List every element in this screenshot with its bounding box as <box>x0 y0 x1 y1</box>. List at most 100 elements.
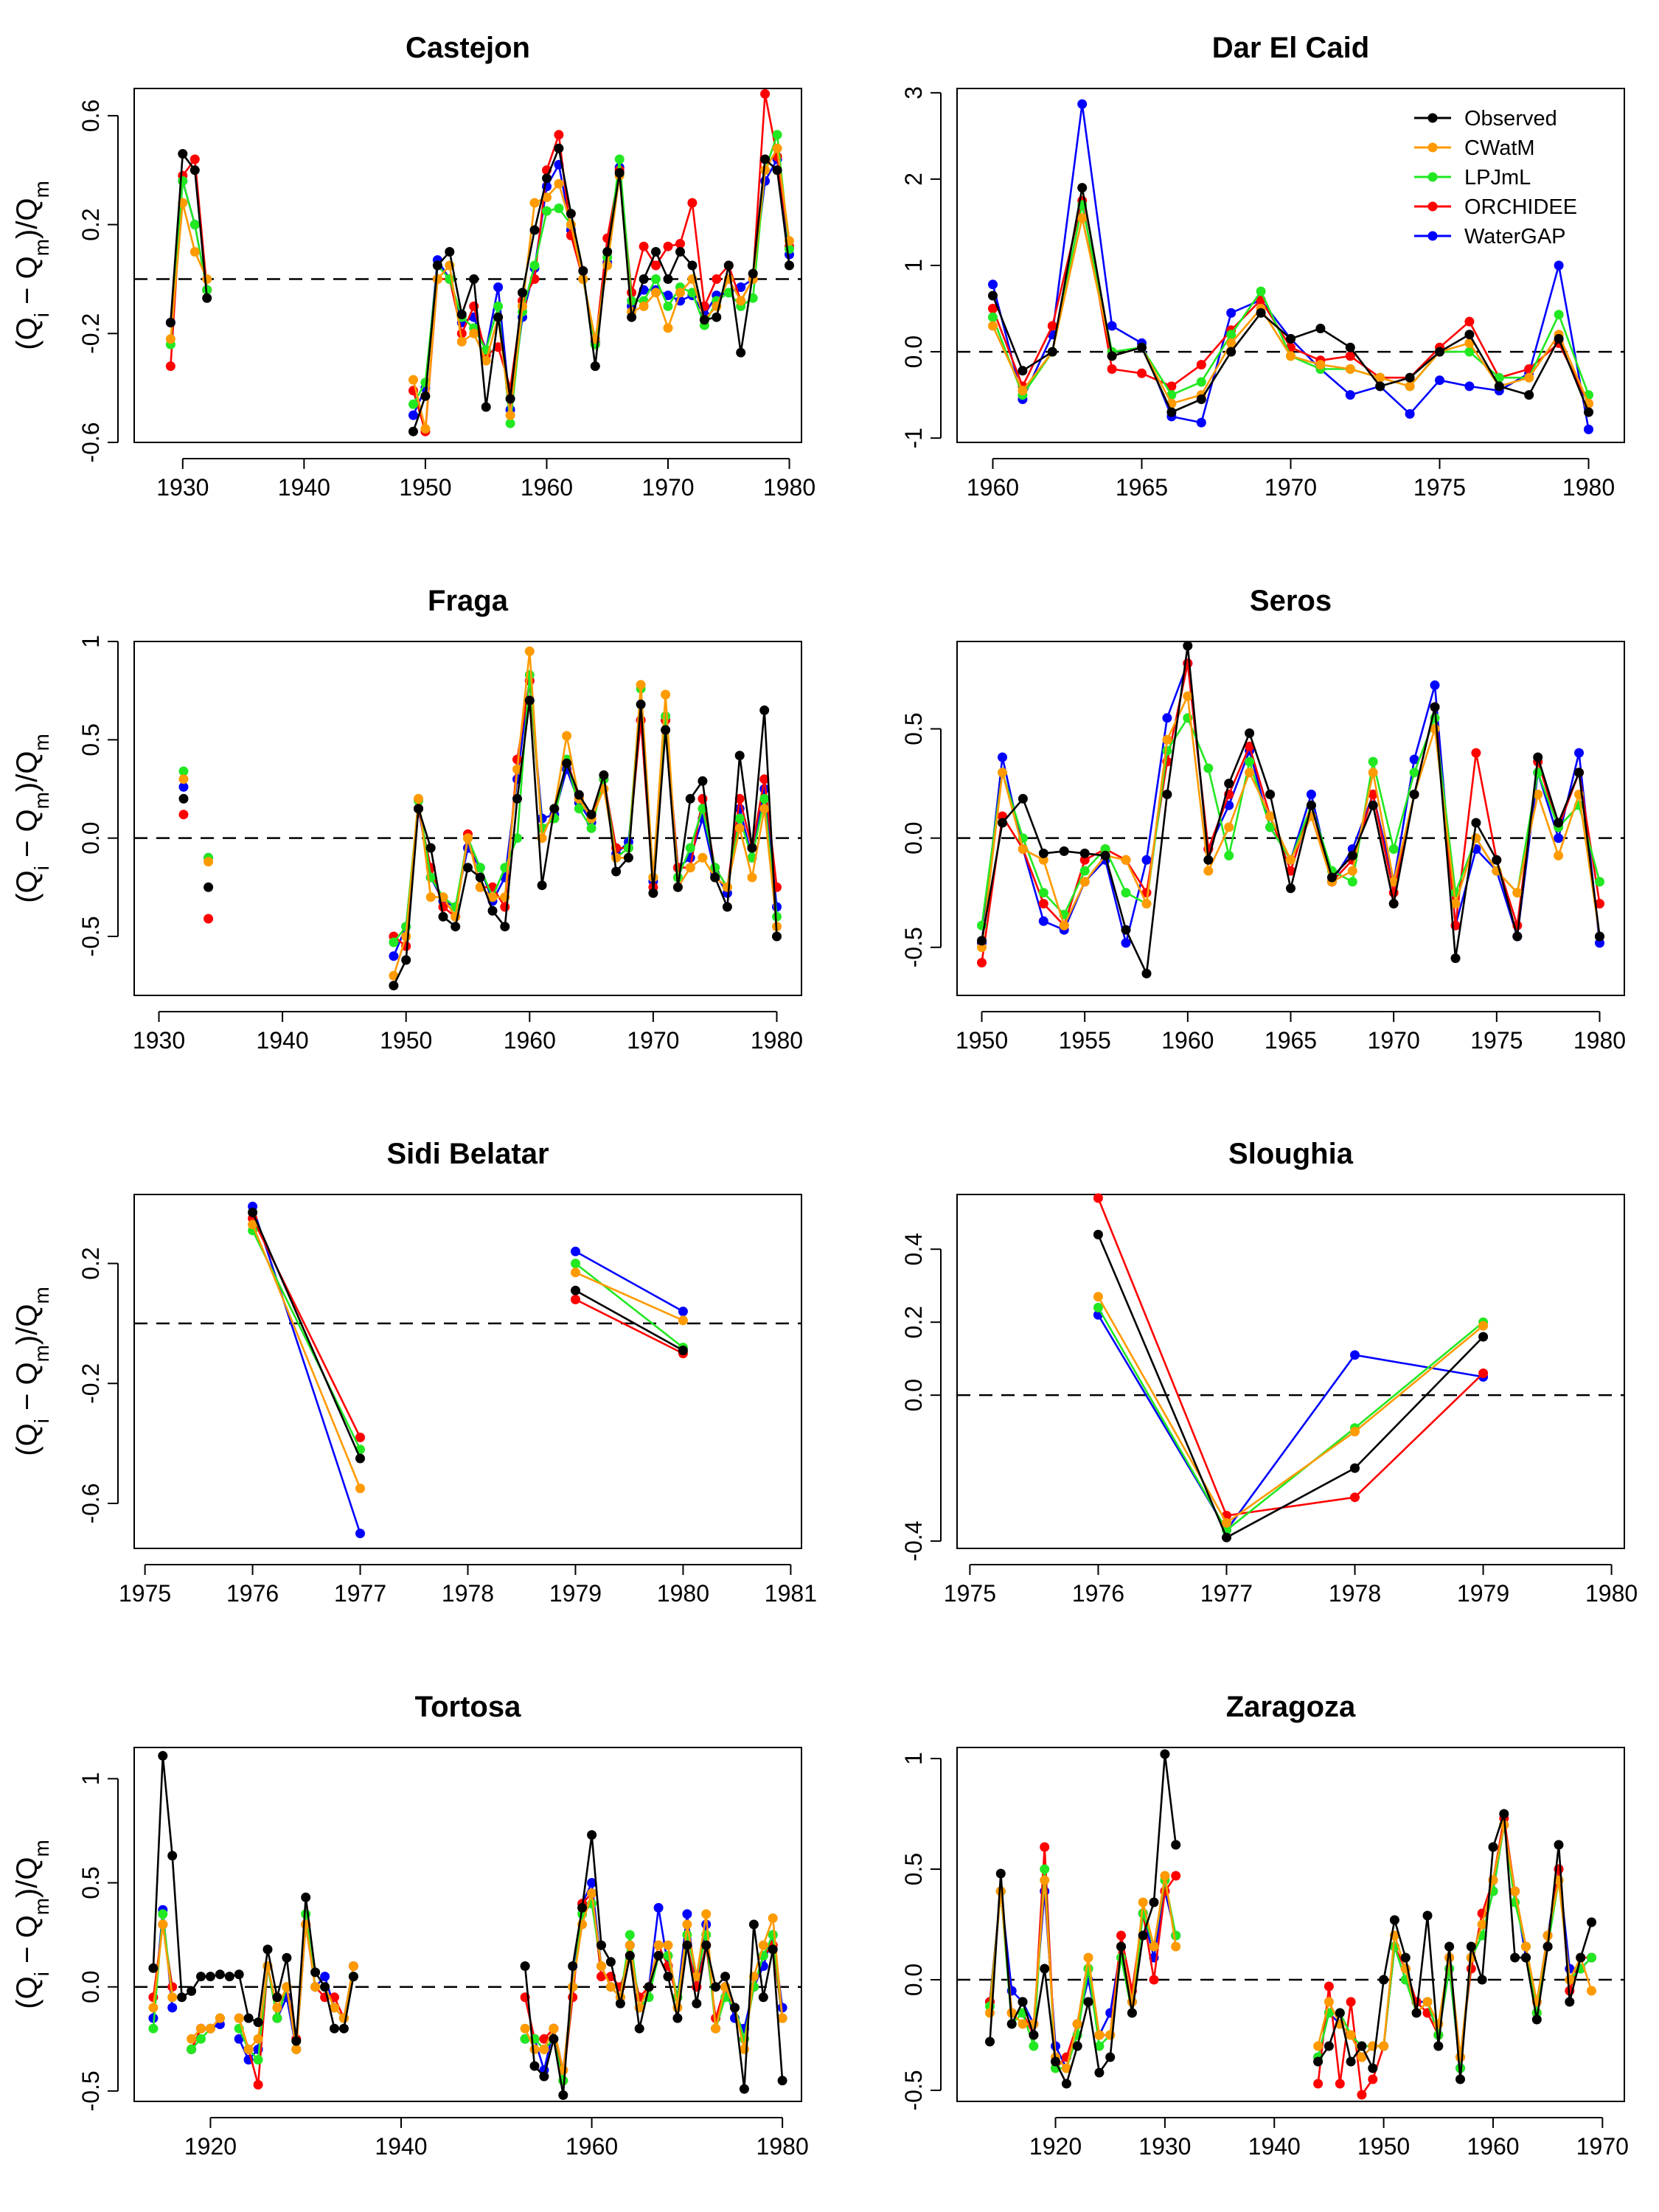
data-point <box>1116 1941 1126 1952</box>
series-cwatm <box>248 1220 688 1494</box>
data-point <box>678 1315 688 1326</box>
x-tick-label: 1965 <box>1265 1027 1317 1054</box>
data-point <box>636 699 646 709</box>
data-point <box>215 2013 225 2023</box>
data-point <box>712 274 722 284</box>
data-point <box>1038 848 1048 858</box>
x-tick-label: 1920 <box>184 2133 237 2160</box>
data-point <box>1224 822 1234 832</box>
series-orchidee <box>1093 1193 1489 1520</box>
data-point <box>571 1294 580 1304</box>
data-point <box>1335 2079 1345 2089</box>
panel-title: Seros <box>1250 585 1332 617</box>
data-point <box>1265 789 1276 799</box>
data-point <box>158 1909 168 1919</box>
data-point <box>432 260 442 271</box>
data-point <box>401 955 411 965</box>
panel-title: Fraga <box>428 585 509 617</box>
data-point <box>663 1940 673 1950</box>
plot-frame <box>956 641 1625 996</box>
panel-title: Tortosa <box>415 1691 521 1723</box>
data-point <box>408 426 418 437</box>
data-point <box>512 754 522 765</box>
data-point <box>977 936 987 946</box>
series-line <box>251 1206 361 1534</box>
data-point <box>1072 2041 1082 2051</box>
data-point <box>1565 1997 1575 2007</box>
data-point <box>1524 372 1534 383</box>
x-tick-label: 1950 <box>1357 2133 1410 2160</box>
data-point <box>1430 680 1440 690</box>
data-point <box>748 268 758 279</box>
data-point <box>1166 407 1177 417</box>
y-tick-label: -0.5 <box>900 2070 927 2110</box>
data-point <box>651 274 661 284</box>
y-axis-label-part: (Q <box>11 1976 44 2008</box>
y-tick-label: 2 <box>900 173 927 186</box>
y-tick-label: 0.0 <box>77 1970 104 2003</box>
x-tick-label: 1980 <box>657 1580 709 1607</box>
y-axis-label: (Qi − Qm)/Qm <box>11 181 53 350</box>
series-orchidee <box>178 675 782 951</box>
data-point <box>1346 2056 1356 2067</box>
data-point <box>988 312 998 322</box>
data-point <box>586 823 597 833</box>
y-axis-label-part: i <box>30 1972 53 1976</box>
data-point <box>1368 2063 1378 2073</box>
data-point <box>701 1909 712 1919</box>
data-point <box>408 375 418 385</box>
data-point <box>1093 1193 1103 1203</box>
data-point <box>678 1346 688 1355</box>
series-cwatm <box>148 1888 787 2076</box>
series-lpjml <box>148 1899 787 2086</box>
series-line <box>152 1755 355 2042</box>
data-point <box>651 260 661 271</box>
data-point <box>760 88 771 99</box>
x-tick-label: 1980 <box>1585 1580 1638 1607</box>
data-point <box>1224 779 1234 789</box>
data-point <box>685 843 695 853</box>
y-axis-label-part: (Q <box>11 317 44 349</box>
data-point <box>1226 307 1237 318</box>
data-point <box>487 905 498 916</box>
series-line <box>981 644 1601 975</box>
data-point <box>355 1484 365 1494</box>
data-point <box>1455 2052 1465 2062</box>
data-point <box>712 312 722 322</box>
data-point <box>248 1220 258 1230</box>
x-tick-label: 1970 <box>627 1027 679 1054</box>
data-point <box>1565 1975 1575 1985</box>
data-point <box>590 361 600 372</box>
x-tick-label: 1930 <box>1138 2133 1191 2160</box>
data-point <box>772 130 782 140</box>
series-line <box>989 1846 1177 2070</box>
data-point <box>1196 360 1206 370</box>
data-point <box>1072 2019 1082 2029</box>
data-point <box>282 1952 292 1963</box>
y-axis-label-part: )/Q <box>11 751 44 793</box>
data-point <box>985 2008 995 2018</box>
y-axis-label-part: )/Q <box>11 198 44 240</box>
data-point <box>639 274 649 284</box>
data-point <box>653 1902 664 1913</box>
data-point <box>1554 334 1564 344</box>
x-tick-label: 1970 <box>1368 1027 1420 1054</box>
data-point <box>549 2034 559 2044</box>
data-point <box>605 1957 616 1967</box>
data-point <box>165 361 175 372</box>
data-point <box>475 863 485 873</box>
data-point <box>262 1944 273 1955</box>
data-point <box>178 176 188 186</box>
legend-label: ORCHIDEE <box>1464 195 1577 219</box>
data-point <box>537 880 547 891</box>
data-point <box>1018 844 1028 854</box>
x-tick-label: 1955 <box>1059 1027 1111 1054</box>
data-point <box>1127 2008 1137 2018</box>
data-point <box>542 206 552 216</box>
data-point <box>253 2055 263 2065</box>
panel-6: Tortosa 1920 1940 1960 1980 -0.5 0.0 0.5 1 (Qi − … <box>11 1691 809 2160</box>
data-point <box>977 958 987 968</box>
data-point <box>663 291 673 301</box>
panel-5: Sloughia 1975 1976 1977 1978 1979 1980 -0.4 0.0 0… <box>900 1138 1638 1607</box>
